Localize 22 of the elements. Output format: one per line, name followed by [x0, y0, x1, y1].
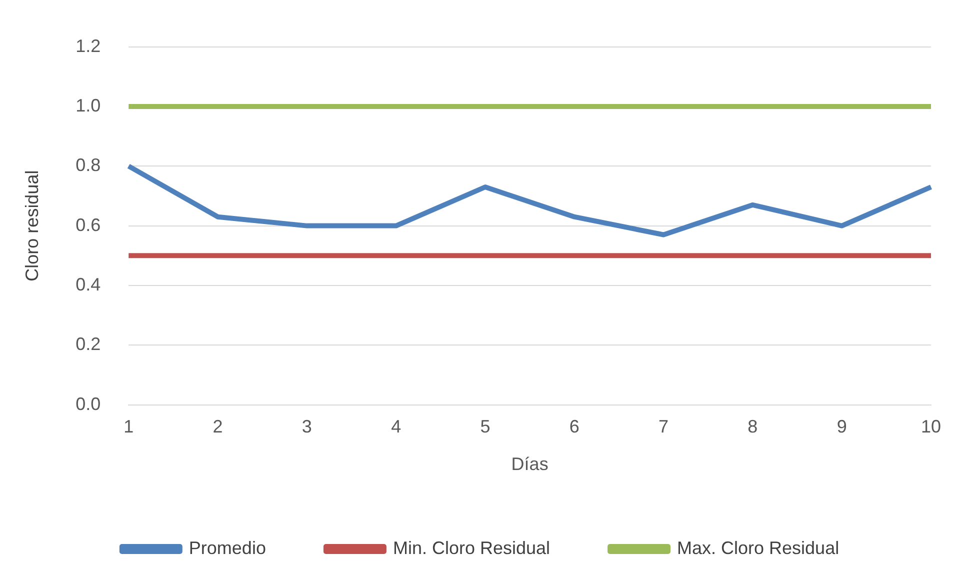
y-tick-label: 0.2 [76, 334, 101, 354]
x-axis-title: Días [511, 454, 548, 474]
y-tick-label: 1.0 [76, 95, 101, 116]
y-tick-label: 0.0 [76, 394, 101, 414]
y-tick-label: 0.4 [76, 274, 101, 294]
legend-label: Min. Cloro Residual [392, 538, 550, 558]
legend-label: Promedio [188, 538, 266, 558]
x-tick-label: 10 [920, 416, 942, 437]
x-tick-label: 4 [391, 416, 402, 437]
x-tick-label: 6 [569, 416, 580, 437]
y-tick-label: 0.8 [76, 155, 101, 176]
x-tick-label: 1 [124, 416, 134, 437]
x-tick-label: 7 [658, 416, 669, 437]
x-tick-label: 5 [480, 416, 490, 437]
y-axis-title: Cloro residual [22, 170, 42, 282]
x-tick-label: 3 [302, 416, 312, 437]
x-tick-label: 9 [836, 416, 847, 437]
x-tick-label: 2 [212, 416, 223, 437]
y-tick-label: 0.6 [76, 214, 101, 235]
y-tick-label: 1.2 [76, 36, 101, 56]
legend-label: Max. Cloro Residual [677, 538, 840, 558]
x-tick-label: 8 [748, 416, 758, 437]
